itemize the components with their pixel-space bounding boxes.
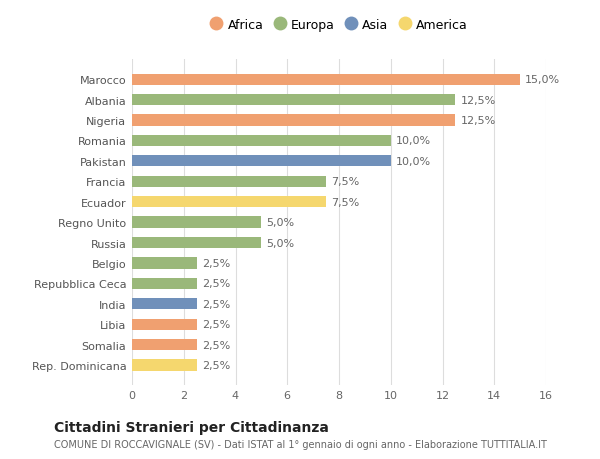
Bar (132, 298, 197, 310)
Legend: Africa, Europa, Asia, America: Africa, Europa, Asia, America (205, 14, 473, 37)
Bar (132, 217, 262, 228)
Text: 12,5%: 12,5% (461, 95, 496, 106)
Text: 7,5%: 7,5% (331, 177, 359, 187)
Bar (132, 278, 197, 289)
Bar (132, 196, 326, 208)
Text: 7,5%: 7,5% (331, 197, 359, 207)
Bar (132, 258, 197, 269)
Bar (132, 135, 391, 147)
Text: COMUNE DI ROCCAVIGNALE (SV) - Dati ISTAT al 1° gennaio di ogni anno - Elaborazio: COMUNE DI ROCCAVIGNALE (SV) - Dati ISTAT… (54, 440, 547, 449)
Text: 2,5%: 2,5% (202, 299, 230, 309)
Text: 2,5%: 2,5% (202, 340, 230, 350)
Bar (132, 176, 326, 187)
Text: 2,5%: 2,5% (202, 360, 230, 370)
Text: 10,0%: 10,0% (396, 157, 431, 167)
Text: 12,5%: 12,5% (461, 116, 496, 126)
Text: 2,5%: 2,5% (202, 279, 230, 289)
Bar (132, 74, 520, 86)
Text: 15,0%: 15,0% (526, 75, 560, 85)
Text: Cittadini Stranieri per Cittadinanza: Cittadini Stranieri per Cittadinanza (54, 420, 329, 435)
Text: 2,5%: 2,5% (202, 258, 230, 269)
Bar (132, 156, 391, 167)
Bar (132, 237, 262, 249)
Text: 5,0%: 5,0% (266, 218, 295, 228)
Bar (132, 95, 455, 106)
Bar (132, 339, 197, 350)
Text: 5,0%: 5,0% (266, 238, 295, 248)
Text: 2,5%: 2,5% (202, 319, 230, 330)
Bar (132, 359, 197, 371)
Bar (132, 319, 197, 330)
Bar (132, 115, 455, 126)
Text: 10,0%: 10,0% (396, 136, 431, 146)
